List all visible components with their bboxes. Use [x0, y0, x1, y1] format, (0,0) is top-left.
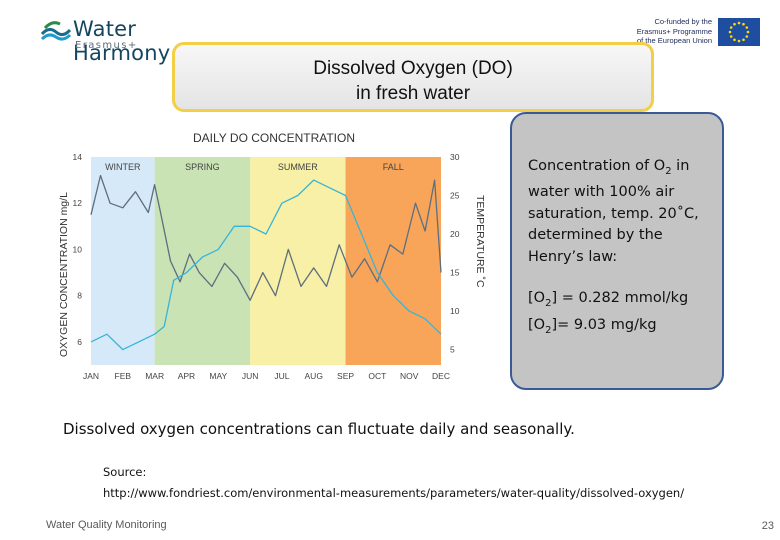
x-tick-label: FEB [115, 371, 132, 381]
season-band-fall [345, 157, 441, 365]
eu-flag-icon [718, 18, 760, 46]
eu-text-line-1: Co-funded by the [654, 17, 712, 26]
season-band-summer [250, 157, 346, 365]
x-tick-label: AUG [305, 371, 323, 381]
x-tick-label: MAY [209, 371, 227, 381]
logo-subtitle: Erasmus+ [75, 40, 138, 51]
page-number: 23 [761, 520, 774, 532]
logo-name: Water Harmony [73, 17, 171, 65]
chart-title: DAILY DO CONCENTRATION [193, 131, 355, 145]
eu-text-line-3: of the European Union [636, 36, 712, 45]
y2-tick-label: 15 [450, 268, 460, 278]
x-tick-label: APR [178, 371, 195, 381]
y-tick-label: 10 [73, 244, 83, 254]
x-tick-label: MAR [145, 371, 164, 381]
y-tick-label: 8 [77, 291, 82, 301]
season-label-spring: SPRING [185, 162, 220, 172]
season-label-fall: FALL [383, 162, 404, 172]
formula-mg: [O2]= 9.03 mg/kg [528, 316, 657, 336]
y2-tick-label: 10 [450, 306, 460, 316]
source-block: Source: http://www.fondriest.com/environ… [103, 462, 684, 504]
x-tick-label: NOV [400, 371, 419, 381]
x-tick-label: SEP [337, 371, 354, 381]
x-tick-label: DEC [432, 371, 450, 381]
temperature-line [90, 179, 442, 351]
y-tick-label: 12 [73, 198, 83, 208]
summary-text: Dissolved oxygen concentrations can fluc… [63, 420, 575, 438]
x-tick-label: JAN [83, 371, 99, 381]
season-band-spring [154, 157, 251, 365]
slide-title-box: Dissolved Oxygen (DO) in fresh water [172, 42, 654, 112]
y2-tick-label: 5 [450, 345, 455, 355]
y-tick-label: 6 [77, 337, 82, 347]
source-label: Source: [103, 465, 147, 479]
eu-cofunding-badge: Co-funded by the Erasmus+ Programme of t… [620, 17, 760, 49]
season-band-winter [91, 157, 155, 365]
y2-tick-label: 30 [450, 152, 460, 162]
footer-text: Water Quality Monitoring [46, 519, 167, 531]
callout-text: Concentration of O2 in water with 100% a… [528, 158, 699, 265]
formula-mmol: [O2] = 0.282 mmol/kg [528, 290, 689, 310]
x-tick-label: JUL [274, 371, 289, 381]
y-axis-label: OXYGEN CONCENTRATION mg/L [58, 192, 70, 357]
y2-tick-label: 20 [450, 229, 460, 239]
do-concentration-line [90, 174, 442, 301]
x-tick-label: JUN [242, 371, 259, 381]
y2-axis-label: TEMPERATURE ˚C [474, 195, 486, 288]
water-wave-icon [40, 21, 72, 41]
season-label-winter: WINTER [105, 162, 141, 172]
y-tick-label: 14 [73, 152, 83, 162]
slide-title-line-1: Dissolved Oxygen (DO) [313, 58, 513, 79]
slide-title-line-2: in fresh water [355, 83, 471, 104]
daily-do-chart: WINTER SPRING SUMMER FALL JAN FEB MAR APR MAY JU… [58, 131, 486, 381]
water-harmony-logo: Water Harmony Erasmus+ [40, 14, 240, 65]
season-label-summer: SUMMER [278, 162, 318, 172]
source-url-link[interactable]: http://www.fondriest.com/environmental-m… [103, 486, 685, 500]
henry-law-callout: Concentration of O2 in water with 100% a… [510, 112, 724, 390]
y2-tick-label: 25 [450, 191, 460, 201]
eu-text-line-2: Erasmus+ Programme [636, 26, 712, 36]
x-tick-label: OCT [368, 371, 386, 381]
